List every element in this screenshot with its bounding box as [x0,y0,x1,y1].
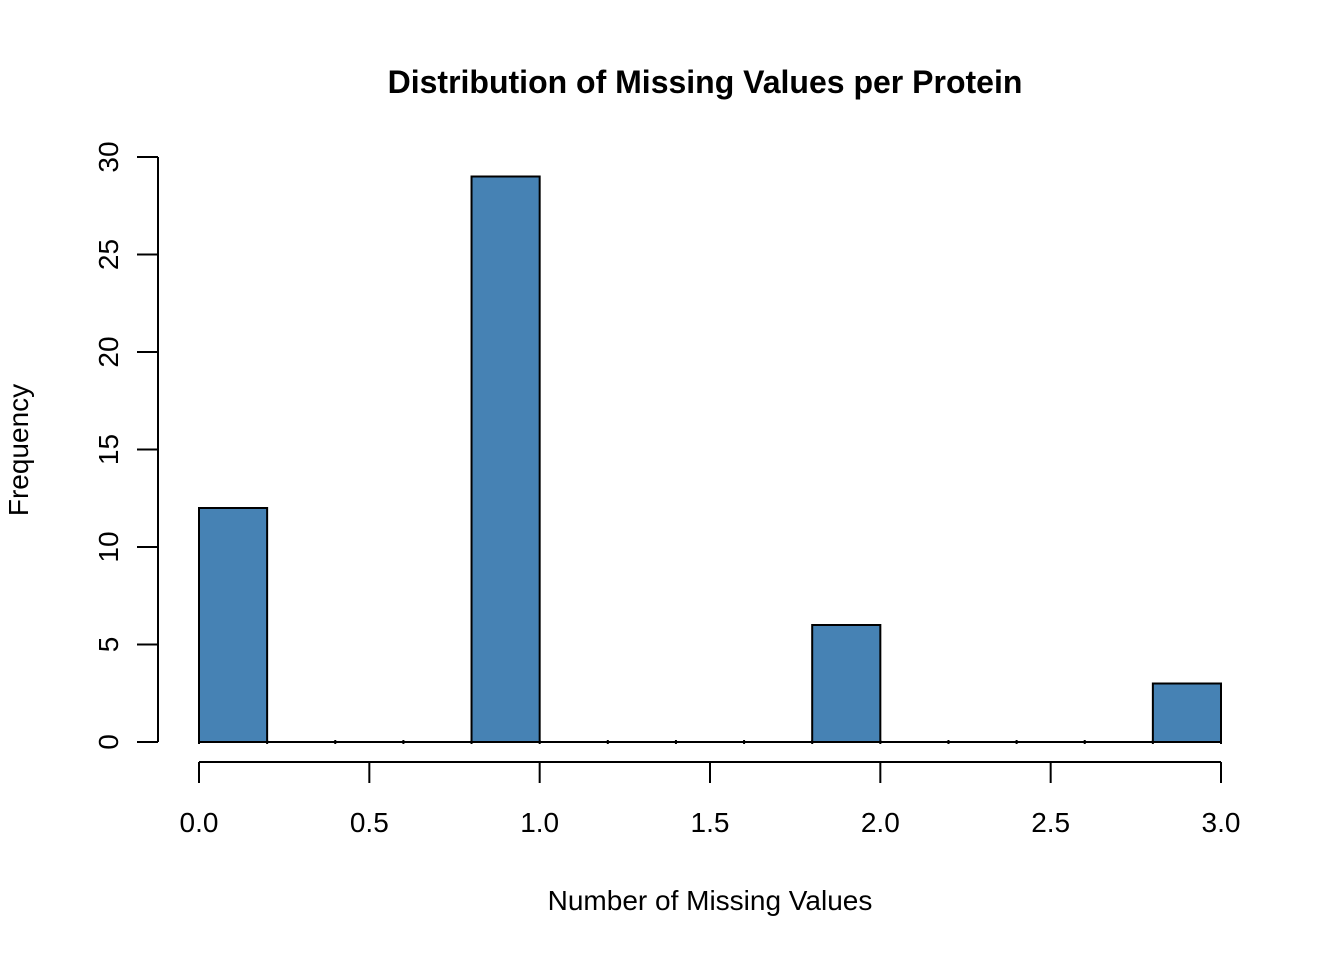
x-tick-label: 0.0 [180,807,219,838]
histogram-bars [198,175,1223,744]
axes: 0 5 10 15 20 25 30 0.0 0.5 1.0 1.5 2.0 2.5 3.0 [93,141,1240,838]
y-tick-label: 30 [93,141,124,172]
x-tick-label: 1.0 [520,807,559,838]
x-tick-label: 3.0 [1202,807,1241,838]
y-axis-label: Frequency [3,384,34,516]
y-tick-label: 20 [93,336,124,367]
histogram-bar [811,624,882,743]
y-tick-label: 15 [93,434,124,465]
y-tick-label: 25 [93,239,124,270]
x-axis-label: Number of Missing Values [548,885,873,916]
y-tick-label: 10 [93,531,124,562]
x-tick-label: 1.5 [691,807,730,838]
histogram-bar [1151,682,1223,743]
y-tick-label: 0 [93,734,124,750]
x-tick-label: 2.5 [1031,807,1070,838]
x-tick-label: 0.5 [350,807,389,838]
chart-title: Distribution of Missing Values per Prote… [388,64,1023,100]
histogram-bar [198,507,269,743]
x-tick-label: 2.0 [861,807,900,838]
histogram-bar [470,175,541,743]
y-tick-label: 5 [93,637,124,653]
